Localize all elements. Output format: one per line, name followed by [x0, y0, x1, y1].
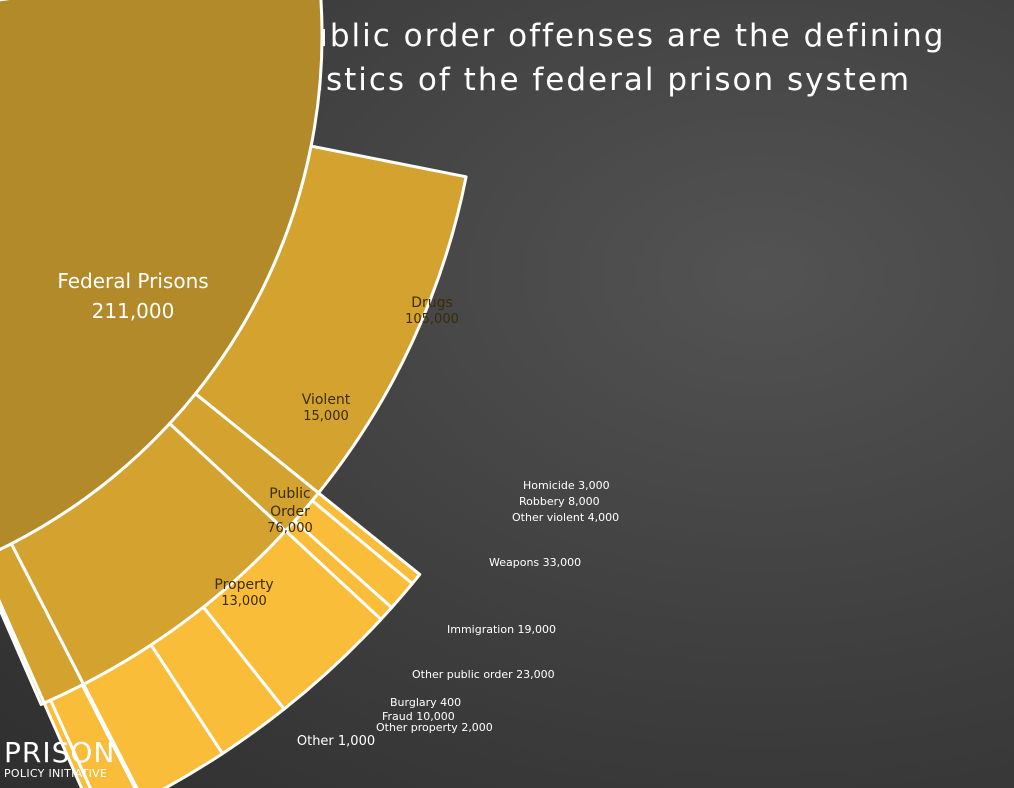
- logo-main-text: PRISON: [4, 736, 116, 769]
- label-root-name: Federal Prisons: [57, 269, 208, 293]
- wedge-other: [0, 599, 46, 706]
- label-property-value: 13,000: [221, 594, 267, 609]
- logo-sub-text: POLICY INITIATIVE: [4, 767, 108, 780]
- label-robbery: Robbery 8,000: [519, 495, 600, 508]
- label-drugs-name: Drugs: [411, 295, 453, 311]
- label-property-name: Property: [214, 577, 273, 593]
- label-fraud: Fraud 10,000: [382, 710, 455, 723]
- label-public-order-name-1: Public: [269, 486, 310, 502]
- label-other-property: Other property 2,000: [376, 721, 493, 734]
- label-burglary: Burglary 400: [390, 696, 461, 709]
- label-public-order-name-2: Order: [270, 504, 310, 520]
- label-other-public-order: Other public order 23,000: [412, 668, 555, 681]
- label-other: Other 1,000: [297, 734, 375, 749]
- label-immigration: Immigration 19,000: [447, 623, 556, 636]
- label-weapons: Weapons 33,000: [489, 556, 581, 569]
- label-root-value: 211,000: [92, 299, 175, 323]
- label-homicide: Homicide 3,000: [523, 479, 610, 492]
- label-violent-value: 15,000: [303, 409, 349, 424]
- label-violent-name: Violent: [302, 392, 351, 408]
- label-public-order-value: 76,000: [267, 521, 313, 536]
- label-drugs-value: 105,000: [405, 312, 459, 327]
- label-other-violent: Other violent 4,000: [512, 511, 619, 524]
- prison-policy-initiative-logo: PRISON POLICY INITIATIVE: [4, 738, 115, 780]
